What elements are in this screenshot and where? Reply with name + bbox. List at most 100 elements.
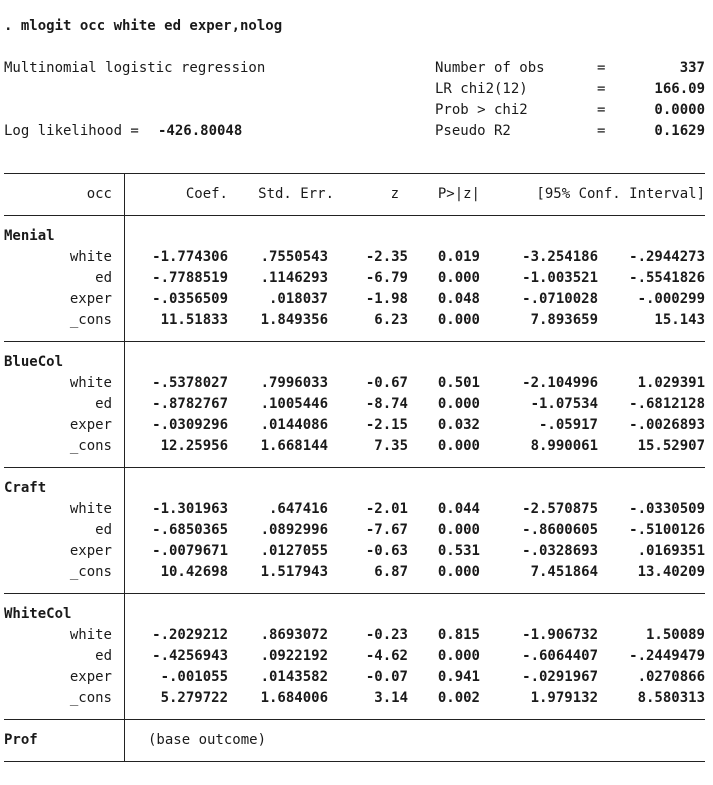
z-cell: -6.79 xyxy=(365,270,408,286)
ci-upper-cell: 13.40209 xyxy=(637,564,705,580)
var-name: exper xyxy=(69,543,112,559)
col-header-depvar: occ xyxy=(86,186,112,202)
z-cell: -0.63 xyxy=(365,543,408,559)
ci-lower-cell: -.05917 xyxy=(538,417,598,433)
coef-cell: -.5378027 xyxy=(152,375,228,391)
coef-cell: 12.25956 xyxy=(160,438,228,454)
group-separator-rule xyxy=(4,719,705,720)
table-bottom-rule xyxy=(4,761,705,762)
ci-upper-cell: -.0330509 xyxy=(629,501,705,517)
stat-value: 337 xyxy=(679,60,705,76)
p-cell: 0.044 xyxy=(437,501,480,517)
se-cell: .0892996 xyxy=(260,522,328,538)
se-cell: 1.684006 xyxy=(260,690,328,706)
var-name: white xyxy=(69,375,112,391)
z-cell: 6.87 xyxy=(374,564,408,580)
ci-upper-cell: 15.143 xyxy=(654,312,705,328)
se-cell: .018037 xyxy=(268,291,328,307)
log-likelihood-label: Log likelihood = xyxy=(4,123,148,139)
ci-upper-cell: .0270866 xyxy=(637,669,705,685)
var-name: ed xyxy=(95,396,112,412)
equation-name-whitecol: WhiteCol xyxy=(4,606,72,622)
p-cell: 0.531 xyxy=(437,543,480,559)
stat-value: 0.1629 xyxy=(654,123,705,139)
p-cell: 0.941 xyxy=(437,669,480,685)
var-name: ed xyxy=(95,648,112,664)
stat-label: Prob > chi2 xyxy=(435,102,528,118)
se-cell: 1.849356 xyxy=(260,312,328,328)
ci-upper-cell: -.5541826 xyxy=(629,270,705,286)
var-name: white xyxy=(69,501,112,517)
stat-value: 166.09 xyxy=(654,81,705,97)
coef-cell: -.0356509 xyxy=(152,291,228,307)
group-separator-rule xyxy=(4,593,705,594)
ci-upper-cell: -.2449479 xyxy=(629,648,705,664)
coef-cell: 5.279722 xyxy=(160,690,228,706)
var-name: ed xyxy=(95,270,112,286)
var-name: _cons xyxy=(69,438,112,454)
stat-equals: = xyxy=(597,60,606,76)
z-cell: -0.67 xyxy=(365,375,408,391)
se-cell: .8693072 xyxy=(260,627,328,643)
p-cell: 0.815 xyxy=(437,627,480,643)
ci-upper-cell: 1.029391 xyxy=(637,375,705,391)
ci-upper-cell: -.000299 xyxy=(637,291,705,307)
se-cell: .1146293 xyxy=(260,270,328,286)
header-rule xyxy=(4,215,705,216)
col-header-p: P>|z| xyxy=(437,186,480,202)
ci-upper-cell: 8.580313 xyxy=(637,690,705,706)
se-cell: .0922192 xyxy=(260,648,328,664)
var-name: _cons xyxy=(69,690,112,706)
z-cell: -0.07 xyxy=(365,669,408,685)
ci-upper-cell: -.5100126 xyxy=(629,522,705,538)
p-cell: 0.501 xyxy=(437,375,480,391)
se-cell: .0143582 xyxy=(260,669,328,685)
p-cell: 0.048 xyxy=(437,291,480,307)
col-header-se: Std. Err. xyxy=(258,186,334,202)
z-cell: 6.23 xyxy=(374,312,408,328)
z-cell: -4.62 xyxy=(365,648,408,664)
z-cell: 7.35 xyxy=(374,438,408,454)
p-cell: 0.000 xyxy=(437,270,480,286)
z-cell: -0.23 xyxy=(365,627,408,643)
coef-cell: -.0079671 xyxy=(152,543,228,559)
se-cell: .7996033 xyxy=(260,375,328,391)
ci-lower-cell: -.0291967 xyxy=(522,669,598,685)
ci-lower-cell: -.0328693 xyxy=(522,543,598,559)
model-title: Multinomial logistic regression xyxy=(4,60,266,76)
ci-lower-cell: -1.07534 xyxy=(530,396,598,412)
p-cell: 0.000 xyxy=(437,396,480,412)
stat-label: LR chi2(12) xyxy=(435,81,528,97)
log-likelihood-value: -426.80048 xyxy=(158,123,243,139)
ci-lower-cell: -2.570875 xyxy=(522,501,598,517)
group-separator-rule xyxy=(4,341,705,342)
z-cell: -2.15 xyxy=(365,417,408,433)
se-cell: 1.668144 xyxy=(260,438,328,454)
ci-lower-cell: 7.893659 xyxy=(530,312,598,328)
col-header-coef: Coef. xyxy=(185,186,228,202)
z-cell: -7.67 xyxy=(365,522,408,538)
ci-lower-cell: 8.990061 xyxy=(530,438,598,454)
se-cell: .1005446 xyxy=(260,396,328,412)
table-vertical-rule xyxy=(124,173,125,761)
p-cell: 0.019 xyxy=(437,249,480,265)
group-separator-rule xyxy=(4,467,705,468)
se-cell: .0144086 xyxy=(260,417,328,433)
ci-lower-cell: -.0710028 xyxy=(522,291,598,307)
command-line: . mlogit occ white ed exper,nolog xyxy=(4,18,283,34)
z-cell: 3.14 xyxy=(374,690,408,706)
stat-value: 0.0000 xyxy=(654,102,705,118)
coef-cell: -1.774306 xyxy=(152,249,228,265)
stat-label: Pseudo R2 xyxy=(435,123,511,139)
var-name: white xyxy=(69,249,112,265)
ci-lower-cell: -1.003521 xyxy=(522,270,598,286)
z-cell: -2.35 xyxy=(365,249,408,265)
base-outcome-name: Prof xyxy=(4,732,38,748)
var-name: _cons xyxy=(69,312,112,328)
base-outcome-note: (base outcome) xyxy=(148,732,267,748)
ci-upper-cell: -.0026893 xyxy=(629,417,705,433)
se-cell: 1.517943 xyxy=(260,564,328,580)
se-cell: .647416 xyxy=(268,501,328,517)
z-cell: -2.01 xyxy=(365,501,408,517)
p-cell: 0.000 xyxy=(437,312,480,328)
